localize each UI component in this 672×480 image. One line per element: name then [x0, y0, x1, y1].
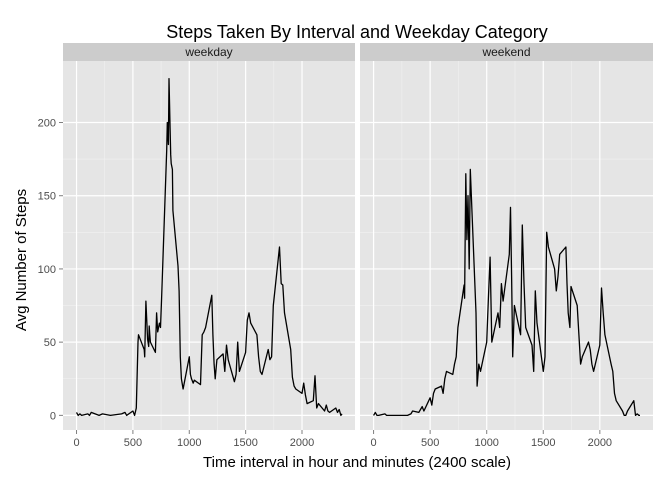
x-axis-title: Time interval in hour and minutes (2400 … — [203, 454, 511, 471]
x-tick-label: 1500 — [233, 437, 257, 449]
y-tick-label: 50 — [44, 337, 56, 349]
x-tick-label: 0 — [371, 437, 377, 449]
y-tick-label: 200 — [38, 118, 56, 130]
series-line-weekend — [373, 168, 640, 417]
y-tick-label: 150 — [38, 191, 56, 203]
panel-background — [63, 61, 355, 430]
y-axis-title: Avg Number of Steps — [13, 189, 30, 331]
x-tick-label: 500 — [421, 437, 439, 449]
strip-background — [63, 43, 355, 61]
x-tick-label: 2000 — [588, 437, 612, 449]
y-tick-label: 0 — [50, 410, 56, 422]
chart-title: Steps Taken By Interval and Weekday Cate… — [166, 22, 548, 42]
x-tick-label: 2000 — [290, 437, 314, 449]
strip-label-weekday: weekday — [184, 45, 232, 59]
panel-weekend: weekend 0 500 1000 1500 2000 — [360, 43, 653, 449]
panel-weekday: weekday 0 500 1000 1500 2000 0 50 100 150 200 — [38, 43, 355, 449]
x-tick-label: 500 — [124, 437, 142, 449]
strip-label-weekend: weekend — [481, 45, 530, 59]
panel-background — [360, 61, 653, 430]
series-line-weekday — [75, 77, 343, 417]
facet-panels: weekday 0 500 1000 1500 2000 0 50 100 150 200 weeke… — [38, 43, 653, 449]
x-tick-label: 1000 — [474, 437, 498, 449]
x-tick-label: 1000 — [177, 437, 201, 449]
y-tick-label: 100 — [38, 264, 56, 276]
strip-background — [360, 43, 653, 61]
x-tick-label: 1500 — [531, 437, 555, 449]
x-tick-label: 0 — [73, 437, 79, 449]
